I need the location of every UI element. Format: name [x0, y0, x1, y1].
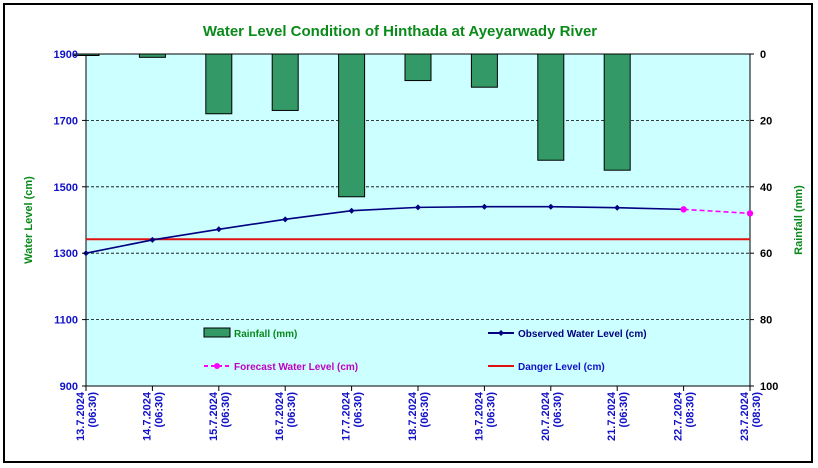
- legend-observed-label: Observed Water Level (cm): [518, 329, 647, 340]
- legend-rainfall-label: Rainfall (mm): [234, 329, 297, 340]
- legend-rainfall-swatch: [203, 327, 231, 338]
- x-tick-date: 20.7.2024: [540, 391, 552, 441]
- x-tick-time: (06:30): [87, 392, 99, 428]
- left-tick-label: 1300: [54, 248, 78, 260]
- left-axis-label: Water Level (cm): [23, 176, 35, 264]
- observed-point: [614, 204, 621, 211]
- left-axis-ticks: 1900 1700 1500 1300 1100 900: [54, 49, 86, 393]
- observed-point: [481, 203, 488, 210]
- observed-point: [149, 236, 156, 243]
- observed-point: [348, 207, 355, 214]
- forecast-point: [680, 206, 687, 213]
- left-tick-label: 900: [60, 381, 78, 393]
- x-tick-date: 19.7.2024: [473, 391, 485, 441]
- right-tick-label: 100: [760, 381, 778, 393]
- x-tick-time: (06:30): [353, 392, 365, 428]
- right-tick-label: 60: [760, 248, 772, 260]
- rainfall-bars: [72, 53, 631, 198]
- forecast-line: [683, 208, 751, 215]
- x-tick-date: 21.7.2024: [606, 391, 618, 441]
- x-tick-time: (08:30): [685, 392, 697, 428]
- rainfall-bar: [138, 53, 166, 58]
- x-tick-time: (06:30): [220, 392, 232, 428]
- right-axis-ticks: 0 20 40 60 80 100: [750, 49, 778, 393]
- legend-forecast-marker: [214, 363, 220, 369]
- rainfall-bar: [537, 53, 565, 161]
- left-tick-label: 1500: [54, 182, 78, 194]
- rainfall-bar: [205, 53, 233, 115]
- x-axis-ticks: 13.7.2024 (06:30) 14.7.2024 (06:30) 15.7.202…: [75, 386, 763, 441]
- right-tick-label: 80: [760, 315, 772, 327]
- x-tick-time: (06:30): [552, 392, 564, 428]
- x-tick-date: 17.7.2024: [341, 391, 353, 441]
- x-tick-date: 18.7.2024: [407, 391, 419, 441]
- right-tick-label: 0: [760, 49, 766, 61]
- x-tick-date: 15.7.2024: [208, 391, 220, 441]
- legend: Rainfall (mm) Observed Water Level (cm) …: [203, 327, 647, 373]
- rainfall-bar: [338, 53, 366, 198]
- x-tick-date: 14.7.2024: [141, 391, 153, 441]
- rainfall-bar: [603, 53, 631, 171]
- x-tick-time: (06:30): [618, 392, 630, 428]
- observed-point: [415, 204, 421, 211]
- x-tick-date: 22.7.2024: [673, 391, 685, 441]
- right-tick-label: 20: [760, 115, 772, 127]
- legend-observed-marker: [498, 330, 504, 336]
- observed-point: [282, 216, 289, 223]
- left-tick-label: 1700: [54, 115, 78, 127]
- x-tick-time: (08:30): [751, 392, 763, 428]
- x-tick-time: (06:30): [485, 392, 497, 428]
- observed-series: [83, 203, 687, 257]
- right-axis-label: Rainfall (mm): [793, 185, 805, 255]
- grid-lines: [86, 120, 750, 321]
- x-tick-date: 16.7.2024: [274, 391, 286, 441]
- observed-point: [547, 203, 554, 210]
- x-tick-time: (06:30): [153, 392, 165, 428]
- plot-area: [85, 53, 751, 387]
- left-tick-label: 1900: [54, 49, 78, 61]
- rainfall-bar: [271, 53, 299, 111]
- chart-title: Water Level Condition of Hinthada at Aye…: [203, 23, 597, 40]
- rainfall-bar: [404, 53, 432, 82]
- x-tick-time: (06:30): [419, 392, 431, 428]
- x-tick-date: 23.7.2024: [739, 391, 751, 441]
- legend-forecast-label: Forecast Water Level (cm): [234, 362, 358, 373]
- rainfall-bar: [470, 53, 498, 88]
- x-tick-date: 13.7.2024: [75, 391, 87, 441]
- x-tick-time: (06:30): [286, 392, 298, 428]
- observed-line: [85, 205, 684, 254]
- observed-point: [215, 226, 222, 233]
- legend-danger-label: Danger Level (cm): [518, 362, 605, 373]
- right-tick-label: 40: [760, 182, 772, 194]
- forecast-series: [680, 206, 754, 217]
- left-tick-label: 1100: [54, 315, 78, 327]
- forecast-point: [746, 210, 754, 217]
